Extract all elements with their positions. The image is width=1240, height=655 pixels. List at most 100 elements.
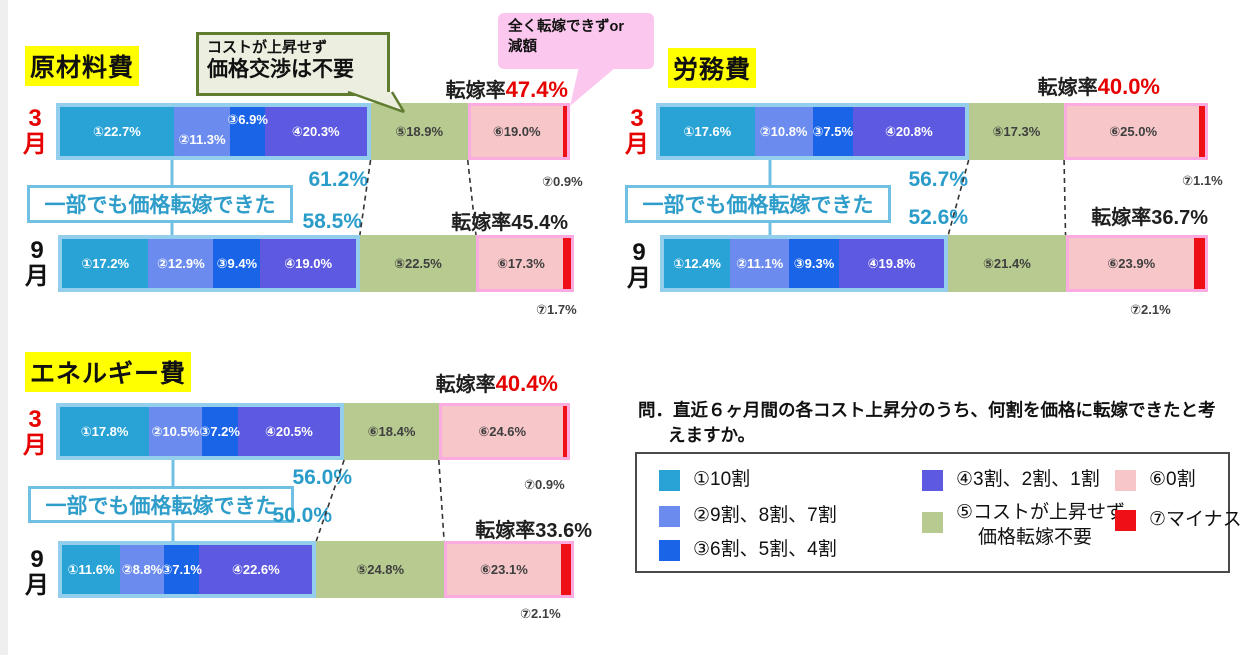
bar-segment: ⑤18.9% bbox=[370, 103, 468, 160]
bar-segment-minus bbox=[1193, 238, 1205, 289]
rate-prefix: 転嫁率 bbox=[445, 80, 506, 102]
rate-prefix: 転嫁率 bbox=[435, 374, 496, 396]
legend-swatch bbox=[659, 506, 680, 527]
stacked-bar-labor-cost-mar: ①17.6% ②10.8% ③7.5% ④20.8% ⑤17.3% ⑥25.0% bbox=[656, 103, 1208, 160]
rate-value: 40.0% bbox=[1097, 74, 1160, 99]
bar-segment: ⑥17.3% bbox=[478, 238, 563, 289]
month-char: 月 bbox=[23, 131, 47, 158]
bar-segment-label: ⑤24.8% bbox=[356, 561, 405, 577]
partial-pass-group: ①22.7% ②11.3% ③6.9% ④20.3% bbox=[56, 103, 371, 160]
month-char: 月 bbox=[23, 432, 47, 459]
bar-segment: ②8.8% bbox=[119, 545, 164, 594]
partial-pass-group: ①17.6% ②10.8% ③7.5% ④20.8% bbox=[656, 103, 969, 160]
bar-segment-label: ②11.3% bbox=[178, 131, 226, 147]
minus-share-label-energy-cost: ⑦2.1% bbox=[520, 606, 561, 621]
bar-segment: ④19.8% bbox=[838, 239, 945, 288]
slide-edge bbox=[0, 0, 8, 655]
bar-segment-minus bbox=[1199, 106, 1205, 157]
pass-through-rate-energy-cost-sep: 転嫁率33.6% bbox=[475, 514, 592, 543]
bar-segment: ①17.6% bbox=[660, 107, 755, 156]
bar-segment-label: ⑤21.4% bbox=[982, 255, 1031, 271]
bar-segment-minus bbox=[560, 544, 571, 595]
bar-segment-label: ④20.8% bbox=[884, 123, 933, 139]
bar-segment: ②10.8% bbox=[754, 107, 813, 156]
bar-segment-label: ⑤22.5% bbox=[393, 255, 442, 271]
bar-segment-label: ①12.4% bbox=[673, 255, 721, 271]
month-char: 3 bbox=[28, 406, 42, 433]
partial-sum-label-energy-cost: 50.0% bbox=[272, 504, 332, 527]
bar-segment: ③6.9% bbox=[227, 107, 268, 156]
stacked-bar-labor-cost-sep: ①12.4% ②11.1% ③9.3% ④19.8% ⑤21.4% ⑥23.9% bbox=[660, 235, 1208, 292]
month-char: 9 bbox=[30, 546, 44, 573]
bar-segment: ⑤24.8% bbox=[316, 541, 445, 598]
bar-segment-label: ①17.8% bbox=[80, 423, 129, 439]
legend-label: ④3割、2割、1割 bbox=[956, 467, 1100, 492]
bar-segment-label: ④20.3% bbox=[291, 123, 340, 139]
legend-swatch bbox=[1115, 470, 1136, 491]
legend-swatch bbox=[1115, 510, 1136, 531]
bar-segment: ②12.9% bbox=[148, 239, 214, 288]
section-title-raw-materials: 原材料費 bbox=[25, 46, 140, 86]
bar-segment-label: ②12.9% bbox=[156, 255, 205, 271]
callout-text: コストが上昇せず bbox=[207, 39, 328, 56]
bar-segment: ①12.4% bbox=[664, 239, 731, 288]
bar-segment: ①17.2% bbox=[62, 239, 149, 288]
no-cost-rise-callout: コストが上昇せず 価格交渉は不要 bbox=[196, 32, 390, 96]
legend-label: ⑥0割 bbox=[1149, 467, 1196, 492]
bar-segment: ⑥24.6% bbox=[441, 406, 563, 457]
partial-pass-group: ①17.8% ②10.5% ③7.2% ④20.5% bbox=[56, 403, 345, 460]
zero-pass-group: ⑥24.6% bbox=[438, 403, 570, 460]
rate-value: 47.4% bbox=[505, 77, 568, 102]
callout-text: 全く転嫁できずor bbox=[508, 19, 624, 35]
section-title-labor-cost: 労務費 bbox=[668, 48, 757, 88]
legend-label: ⑤コストが上昇せず、 価格転嫁不要 bbox=[956, 500, 1143, 550]
bar-segment-label: ④20.5% bbox=[264, 423, 313, 439]
bar-segment: ⑤21.4% bbox=[948, 235, 1066, 292]
dashed-link-green-energy-cost bbox=[438, 459, 445, 542]
bar-segment-minus bbox=[562, 238, 571, 289]
callout-text: 減額 bbox=[508, 38, 537, 55]
legend-label-line: ④3割、2割、1割 bbox=[956, 469, 1100, 490]
bar-segment-minus bbox=[562, 106, 567, 157]
bar-segment: ③7.1% bbox=[161, 545, 202, 594]
bar-segment-label: ②11.1% bbox=[736, 255, 784, 271]
zero-pass-group: ⑥23.1% bbox=[444, 541, 574, 598]
partial-sum-label-labor-cost: 56.7% bbox=[908, 168, 968, 191]
rate-value: 45.4% bbox=[511, 212, 568, 234]
bar-segment-label: ⑤17.3% bbox=[992, 123, 1041, 139]
legend-label-line: ⑤コストが上昇せず、 bbox=[956, 502, 1143, 523]
bar-segment-label: ⑤18.9% bbox=[395, 123, 444, 139]
month-char: 月 bbox=[25, 263, 49, 290]
bar-segment: ④20.3% bbox=[264, 107, 367, 156]
stacked-bar-raw-materials-mar: ①22.7% ②11.3% ③6.9% ④20.3% ⑤18.9% ⑥19.0% bbox=[56, 103, 570, 160]
partial-sum-label-raw-materials: 58.5% bbox=[302, 210, 362, 233]
partial-sum-label-labor-cost: 52.6% bbox=[908, 206, 968, 229]
bar-segment: ④20.5% bbox=[237, 407, 341, 456]
zero-pass-group: ⑥25.0% bbox=[1064, 103, 1208, 160]
month-char: 3 bbox=[28, 105, 42, 132]
stacked-bar-raw-materials-sep: ①17.2% ②12.9% ③9.4% ④19.0% ⑤22.5% ⑥17.3% bbox=[58, 235, 574, 292]
pass-through-rate-labor-cost-mar: 転嫁率40.0% bbox=[1038, 71, 1160, 100]
legend-label-line: ⑥0割 bbox=[1149, 469, 1196, 490]
bar-segment: ③7.2% bbox=[199, 407, 240, 456]
bar-segment: ⑥23.1% bbox=[447, 544, 561, 595]
bar-segment: ⑥23.9% bbox=[1068, 238, 1194, 289]
bar-segment-label: ⑥23.1% bbox=[479, 561, 528, 577]
bar-segment-label: ③9.4% bbox=[216, 255, 258, 271]
legend-label: ③6割、5割、4割 bbox=[693, 537, 837, 562]
partial-pass-note-labor-cost: 一部でも価格転嫁できた bbox=[625, 185, 891, 223]
minus-share-label-labor-cost: ⑦1.1% bbox=[1182, 173, 1223, 188]
bar-segment: ⑥25.0% bbox=[1067, 106, 1200, 157]
month-char: 3 bbox=[630, 105, 644, 132]
bar-segment-label: ④19.0% bbox=[284, 255, 333, 271]
bar-segment-label: ⑥17.3% bbox=[496, 255, 545, 271]
bar-segment: ③9.3% bbox=[789, 239, 839, 288]
partial-sum-label-raw-materials: 61.2% bbox=[308, 168, 368, 191]
month-char: 月 bbox=[25, 572, 49, 599]
zero-pass-group: ⑥17.3% bbox=[475, 235, 574, 292]
